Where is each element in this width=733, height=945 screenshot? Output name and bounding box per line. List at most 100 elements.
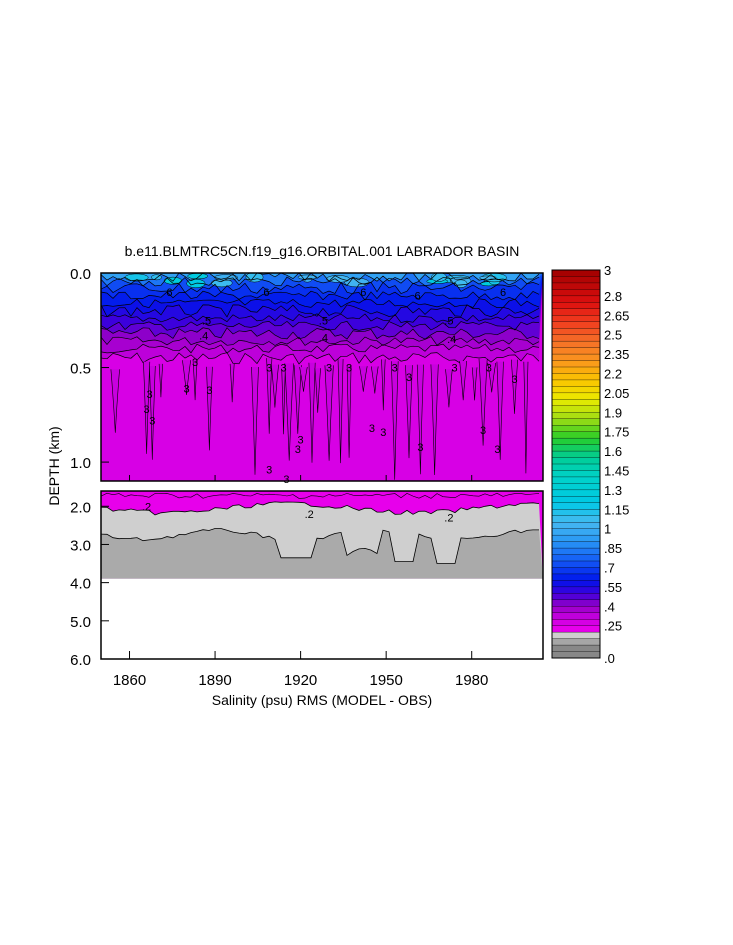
x-tick-label: 1980 xyxy=(455,672,488,689)
x-tick-label: 1890 xyxy=(198,672,231,689)
dark-gray-region xyxy=(101,528,543,579)
streak-contour xyxy=(266,358,273,434)
contour-line xyxy=(101,281,540,295)
colorbar-cell xyxy=(551,586,601,594)
colorbar-cell xyxy=(551,418,601,426)
streak-contour xyxy=(523,361,529,474)
upper-y-ticks: 0.0 0.5 1.0 xyxy=(70,266,109,472)
contour-label: 3 xyxy=(369,423,375,435)
colorbar-label: 1.9 xyxy=(604,405,622,420)
streak-contour xyxy=(110,369,120,433)
colorbar-cell xyxy=(551,644,601,653)
streak-contour xyxy=(511,359,518,414)
contour-label: 3 xyxy=(511,374,517,386)
streak-contour xyxy=(192,359,198,401)
colorbar-cell xyxy=(551,509,601,517)
streak-contour xyxy=(381,359,386,411)
y-axis-label: DEPTH (km) xyxy=(46,426,62,505)
colorbar xyxy=(551,269,601,659)
contour-label: 3 xyxy=(183,383,189,395)
colorbar-label: 2.05 xyxy=(604,386,629,401)
streak-contour xyxy=(229,363,235,403)
streak-contour xyxy=(487,362,496,393)
colorbar-cell xyxy=(551,315,601,323)
colorbar-labels: 3 2.8 2.65 2.5 2.35 2.2 2.05 1.9 1.75 1.6 1.45 1.3 1… xyxy=(604,263,629,666)
streak-contour xyxy=(293,365,302,434)
contour-label: 6 xyxy=(263,287,269,299)
colorbar-cell xyxy=(551,412,601,420)
contour-label: .2 xyxy=(444,513,453,525)
y-tick-label: 1.0 xyxy=(70,455,91,472)
colorbar-cell xyxy=(551,386,601,394)
colorbar-cell xyxy=(551,450,601,459)
streak-contour xyxy=(143,361,151,454)
contour-label: .2 xyxy=(305,509,314,521)
x-axis-label: Salinity (psu) RMS (MODEL - OBS) xyxy=(212,692,432,708)
colorbar-label: 2.8 xyxy=(604,289,622,304)
colorbar-cell xyxy=(551,625,601,633)
colorbar-cell xyxy=(551,399,601,407)
contour-label: 3 xyxy=(146,389,152,401)
contour-line xyxy=(101,276,540,287)
colorbar-label: 1.75 xyxy=(604,425,629,440)
streak-contour xyxy=(158,363,163,398)
streak-contour xyxy=(346,365,352,458)
colorbar-cell xyxy=(551,431,601,439)
colorbar-cell xyxy=(551,541,601,549)
colorbar-label: 3 xyxy=(604,263,611,278)
colorbar-cell xyxy=(551,476,601,484)
colorbar-cell xyxy=(551,269,601,277)
colorbar-cell xyxy=(551,373,601,381)
upper-panel: 0.0 0.5 1.0 xyxy=(70,266,544,482)
colorbar-cell xyxy=(551,599,601,607)
no-data-region xyxy=(101,578,543,659)
colorbar-cell xyxy=(551,360,601,368)
contour-label: .5 xyxy=(202,315,211,327)
contour-label: .4 xyxy=(447,334,456,346)
colorbar-cell xyxy=(551,302,601,310)
streak-contour xyxy=(445,369,453,408)
y-tick-label: 6.0 xyxy=(70,652,91,669)
contour-label: 3 xyxy=(283,474,289,486)
contour-label: 3 xyxy=(192,357,198,369)
contour-label: 3 xyxy=(280,363,286,375)
colorbar-cell xyxy=(551,593,601,601)
colorbar-cell xyxy=(551,631,601,640)
streak-contour xyxy=(271,364,279,408)
contour-label: 6 xyxy=(414,291,420,303)
streak-contour xyxy=(206,366,213,451)
colorbar-label: .0 xyxy=(604,651,615,666)
contour-line xyxy=(101,343,540,354)
chart-title: b.e11.BLMTRC5CN.f19_g16.ORBITAL.001 LABR… xyxy=(125,243,520,259)
x-tick-label: 1860 xyxy=(113,672,146,689)
colorbar-cell xyxy=(551,444,601,452)
colorbar-label: 2.35 xyxy=(604,347,629,362)
contour-label: 3 xyxy=(380,427,386,439)
x-axis-ticks: 1860 1890 1920 1950 1980 xyxy=(113,475,488,689)
colorbar-label: .4 xyxy=(604,599,615,614)
lower-panel-frame xyxy=(100,490,544,660)
contour-label: 6 xyxy=(500,287,506,299)
contour-line xyxy=(101,273,540,282)
colorbar-label: .85 xyxy=(604,541,622,556)
upper-panel-frame xyxy=(100,272,544,482)
y-tick-label: 3.0 xyxy=(70,538,91,555)
contour-label: 6 xyxy=(166,287,172,299)
colorbar-cell xyxy=(551,321,601,329)
contour-line xyxy=(101,298,540,309)
colorbar-cell xyxy=(551,580,601,588)
lower-y-ticks: 2.0 3.0 4.0 5.0 6.0 xyxy=(70,499,109,669)
y-tick-label: 5.0 xyxy=(70,614,91,631)
surface-patch xyxy=(454,279,468,288)
streak-contour xyxy=(430,364,439,476)
streak-contour xyxy=(371,366,379,394)
colorbar-cell xyxy=(551,502,601,510)
colorbar-cell xyxy=(551,334,601,342)
contour-label: 6 xyxy=(360,287,366,299)
colorbar-cell xyxy=(551,547,601,556)
contour-label: .4 xyxy=(319,332,328,344)
colorbar-cell xyxy=(551,554,601,562)
streak-contour xyxy=(314,368,321,413)
